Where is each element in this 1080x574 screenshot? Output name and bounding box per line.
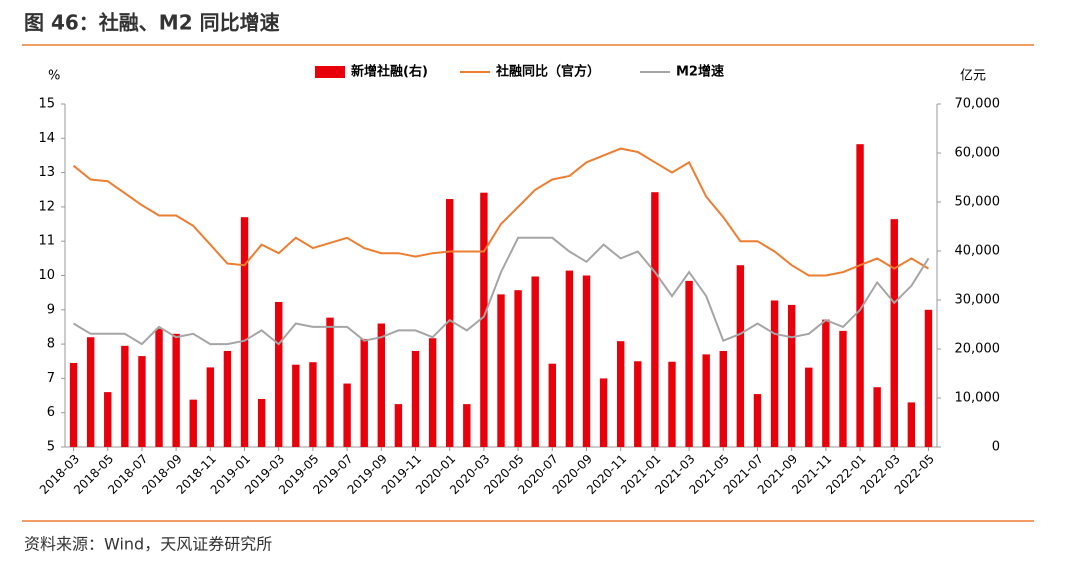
bar xyxy=(69,362,78,447)
bar xyxy=(873,387,881,447)
legend-label: M2增速 xyxy=(676,64,724,80)
y-tick-label: 12 xyxy=(38,199,55,214)
bar xyxy=(394,404,403,447)
y2-tick-label: 0 xyxy=(992,440,1000,455)
y-axis-label: % xyxy=(48,69,60,84)
bar xyxy=(326,317,334,447)
bar xyxy=(240,217,249,447)
bar xyxy=(890,219,898,447)
bar xyxy=(702,354,710,447)
y-tick-label: 7 xyxy=(47,371,55,386)
bar xyxy=(514,290,522,447)
y2-tick-label: 10,000 xyxy=(955,391,1001,406)
y-tick-label: 8 xyxy=(47,337,55,352)
y-tick-label: 14 xyxy=(38,131,55,146)
bar xyxy=(616,341,625,447)
bar xyxy=(411,350,420,447)
chart-title: 图 46：社融、M2 同比增速 xyxy=(24,11,280,35)
bar xyxy=(582,275,591,447)
bar xyxy=(138,356,146,447)
bar xyxy=(223,350,232,447)
bar xyxy=(685,280,693,447)
bar xyxy=(292,364,300,447)
bar xyxy=(634,361,642,447)
bar xyxy=(548,363,556,447)
bar xyxy=(770,300,779,447)
bar xyxy=(531,276,539,447)
line-series xyxy=(72,147,930,277)
bar xyxy=(719,350,727,447)
bar xyxy=(257,398,266,447)
bar xyxy=(565,270,574,447)
bar xyxy=(599,378,608,447)
line-series xyxy=(72,236,930,346)
y2-tick-label: 40,000 xyxy=(955,244,1001,259)
bar xyxy=(651,192,659,447)
bar xyxy=(275,301,283,447)
bar xyxy=(753,394,762,447)
bar xyxy=(309,362,317,447)
bar xyxy=(668,361,676,447)
bar xyxy=(805,367,813,447)
y-tick-label: 5 xyxy=(47,440,55,455)
bar xyxy=(104,392,112,447)
y-tick-label: 15 xyxy=(38,97,55,112)
bar xyxy=(360,338,368,447)
bar xyxy=(736,265,745,447)
y2-tick-label: 70,000 xyxy=(955,97,1001,112)
bar xyxy=(497,294,505,447)
bar xyxy=(446,199,454,447)
bar xyxy=(189,399,197,447)
y2-tick-label: 20,000 xyxy=(955,342,1001,357)
source: 资料来源：Wind，天风证券研究所 xyxy=(24,535,272,554)
y2-tick-label: 30,000 xyxy=(955,293,1001,308)
legend-swatch xyxy=(315,66,345,78)
y2-tick-label: 50,000 xyxy=(955,195,1001,210)
bar xyxy=(206,367,215,447)
legend-label: 新增社融(右) xyxy=(351,64,428,80)
y-tick-label: 13 xyxy=(38,165,55,180)
legend-label: 社融同比（官方） xyxy=(495,64,600,80)
bar xyxy=(463,404,471,447)
bar xyxy=(155,328,163,447)
bar xyxy=(924,309,933,447)
bar xyxy=(86,337,95,447)
bar xyxy=(377,323,386,447)
y-tick-label: 6 xyxy=(47,405,55,420)
bar xyxy=(121,345,129,447)
bar xyxy=(787,304,796,447)
bar xyxy=(172,333,180,447)
y-tick-label: 11 xyxy=(38,234,55,249)
bar xyxy=(428,338,437,447)
bar xyxy=(856,144,864,447)
bar xyxy=(822,319,830,447)
y-tick-label: 9 xyxy=(47,302,55,317)
y2-tick-label: 60,000 xyxy=(955,146,1001,161)
bar xyxy=(839,330,847,447)
y2-axis-label: 亿元 xyxy=(960,69,986,84)
bar xyxy=(907,402,916,447)
bar xyxy=(480,192,488,447)
y-tick-label: 10 xyxy=(38,268,55,283)
bar xyxy=(343,383,351,447)
